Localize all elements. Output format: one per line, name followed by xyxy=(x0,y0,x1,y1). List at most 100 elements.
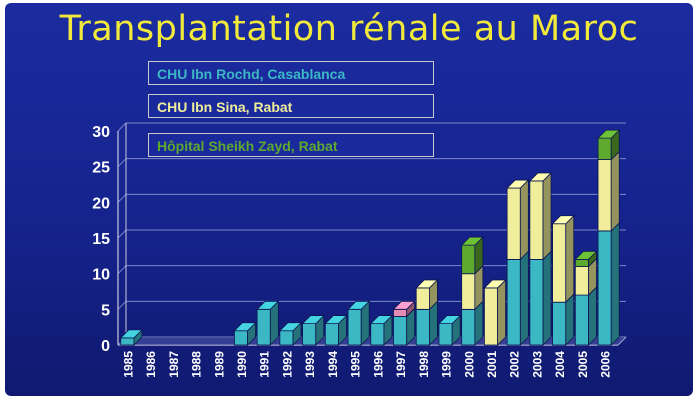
x-tick-label: 1999 xyxy=(440,351,454,378)
bar-front xyxy=(529,258,544,346)
bar-front xyxy=(234,330,248,346)
bar-top xyxy=(574,250,598,260)
bar-front xyxy=(552,223,567,303)
gridline-side xyxy=(117,122,127,132)
bar-front xyxy=(393,316,408,346)
bar-segment xyxy=(256,300,280,346)
legend-item-sheikh-zayd: Hôpital Sheikh Zayd, Rabat xyxy=(148,133,434,157)
bar-segment xyxy=(574,257,598,297)
x-tick-label: 2005 xyxy=(576,351,590,378)
x-tick-label: 1994 xyxy=(326,351,340,378)
bar-front xyxy=(506,187,521,260)
bar-side xyxy=(542,171,552,261)
bar-front xyxy=(256,308,271,346)
bar-top xyxy=(233,322,257,332)
bar-top xyxy=(324,315,348,325)
bar-segment xyxy=(415,278,439,311)
bar-front xyxy=(506,258,521,346)
tick-label-layer: 0 5 10 15 20 25 30 1985 1986 1987 1988 1989 1990 1991… xyxy=(92,124,612,378)
bar-front xyxy=(574,258,589,267)
bar-side xyxy=(610,221,620,346)
y-tick-label: 25 xyxy=(92,160,110,177)
y-tick-label: 20 xyxy=(92,195,110,212)
bar-segment xyxy=(483,278,507,346)
bar-front xyxy=(597,159,612,232)
bar-side xyxy=(565,214,575,304)
x-tick-label: 1990 xyxy=(235,351,249,378)
y-tick-label: 15 xyxy=(92,231,110,248)
bar-top xyxy=(392,300,416,310)
x-tick-label: 1987 xyxy=(167,351,181,378)
y-tick-label: 5 xyxy=(101,302,110,319)
bar-front xyxy=(370,323,385,346)
bar-front xyxy=(438,323,453,346)
y-tick-label: 30 xyxy=(92,124,110,141)
bar-segment xyxy=(301,314,325,346)
bar-top xyxy=(460,236,484,246)
bar-segment xyxy=(233,321,257,346)
bar-front xyxy=(415,308,430,346)
x-tick-label: 1989 xyxy=(212,351,226,378)
x-tick-label: 1997 xyxy=(394,351,408,378)
chart-title: Transplantation rénale au Maroc xyxy=(59,9,639,49)
bar-front xyxy=(279,330,294,346)
bar-side xyxy=(610,150,620,232)
bar-segment xyxy=(347,300,371,346)
bar-front xyxy=(461,273,476,310)
slide-background: Transplantation rénale au Maroc 0 5 10 15 20… xyxy=(5,3,693,396)
bar-front xyxy=(552,301,567,346)
bar-segment xyxy=(278,321,303,346)
bar-segment xyxy=(506,250,530,346)
legend-item-ibn-rochd: CHU Ibn Rochd, Casablanca xyxy=(148,61,434,85)
bar-top xyxy=(483,279,507,289)
bar-side xyxy=(565,293,575,346)
x-tick-label: 1988 xyxy=(190,351,204,378)
stacked-bar-chart: 0 5 10 15 20 25 30 1985 1986 1987 1988 1989 1990 1991… xyxy=(92,122,627,378)
bar-front xyxy=(529,180,544,260)
bar-front xyxy=(302,323,317,346)
x-tick-label: 1998 xyxy=(417,351,431,378)
bar-front xyxy=(415,287,430,310)
bar-front xyxy=(597,137,612,160)
gridline-side xyxy=(117,229,127,239)
bar-top xyxy=(415,279,439,289)
bar-front xyxy=(574,266,589,296)
bar-top xyxy=(256,300,280,310)
bar-front xyxy=(393,308,408,317)
x-tick-label: 1985 xyxy=(121,351,135,378)
bar-front xyxy=(347,308,362,346)
x-tick-label: 2002 xyxy=(508,351,522,378)
bar-front xyxy=(461,244,476,275)
bar-segment xyxy=(460,236,484,275)
bar-side xyxy=(588,286,597,346)
x-tick-label: 1995 xyxy=(349,351,363,378)
bar-front xyxy=(120,337,135,346)
bar-top xyxy=(528,172,553,182)
gridline-side xyxy=(117,265,127,275)
bar-segment xyxy=(597,221,621,346)
bar-segment xyxy=(119,328,143,346)
gridline-side xyxy=(117,158,127,168)
bar-top xyxy=(551,215,575,225)
bar-segment xyxy=(528,250,553,346)
bar-side xyxy=(542,250,552,346)
y-tick-label: 0 xyxy=(101,338,110,355)
bar-top xyxy=(369,315,393,325)
bar-top xyxy=(301,315,325,325)
gridline-side xyxy=(117,193,127,203)
gridline-side xyxy=(117,300,127,310)
bar-top xyxy=(506,179,530,189)
bar-segment xyxy=(324,314,348,346)
x-tick-label: 2001 xyxy=(485,351,499,378)
bar-top xyxy=(278,322,303,332)
bar-segment xyxy=(528,171,553,261)
bar-front xyxy=(597,230,612,346)
x-tick-label: 1986 xyxy=(144,351,158,378)
bar-front xyxy=(324,323,339,346)
bar-segment xyxy=(574,286,598,346)
bar-segment xyxy=(437,314,462,346)
bar-top xyxy=(437,315,462,325)
legend-item-ibn-sina: CHU Ibn Sina, Rabat xyxy=(148,94,434,118)
x-tick-label: 2004 xyxy=(553,351,567,378)
bar-front xyxy=(461,308,476,346)
